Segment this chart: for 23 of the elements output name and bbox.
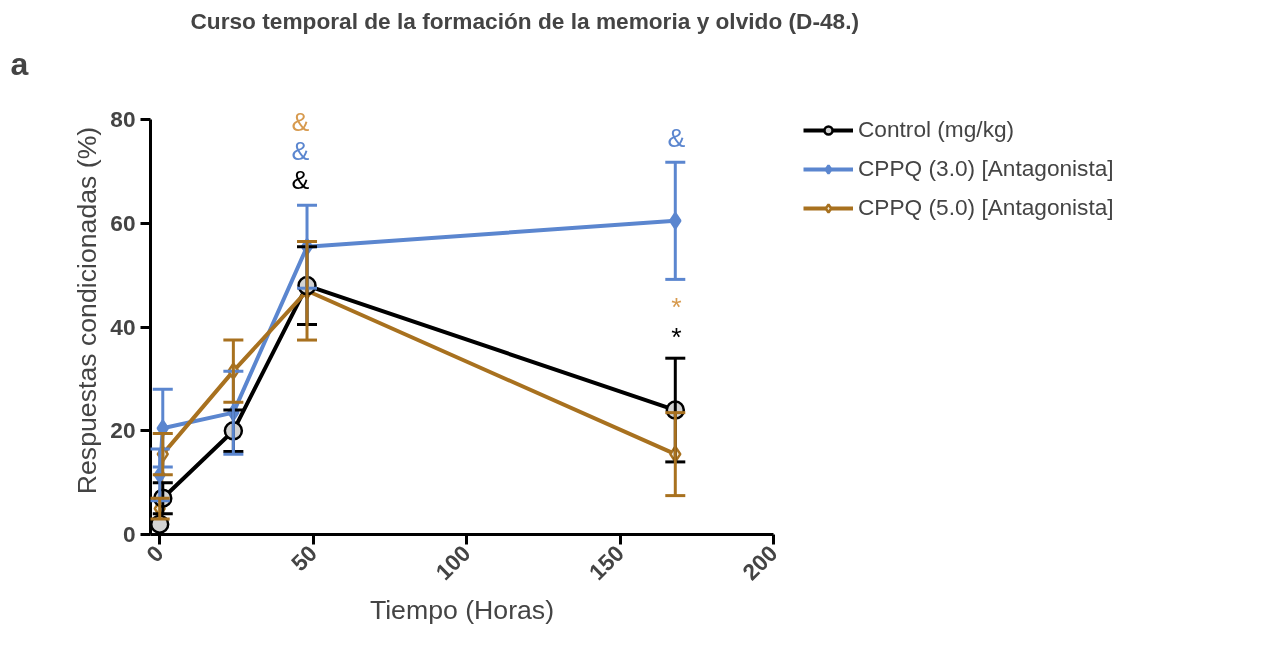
x-tick-label: 200 bbox=[737, 539, 783, 586]
legend-label: Control (mg/kg) bbox=[858, 116, 1015, 143]
annotation: & bbox=[291, 135, 310, 166]
annotation: & bbox=[291, 164, 310, 195]
x-tick-label: 150 bbox=[583, 539, 629, 586]
y-tick-label: 80 bbox=[110, 106, 136, 133]
annotation: * bbox=[671, 291, 682, 322]
text: a bbox=[10, 45, 29, 82]
y-tick-label: 20 bbox=[110, 417, 136, 444]
annotation: & bbox=[667, 122, 686, 153]
legend-label: CPPQ (3.0) [Antagonista] bbox=[858, 155, 1114, 182]
chart-title: Curso temporal de la formación de la memoria y olvido (D-48.) bbox=[190, 7, 860, 34]
y-tick-label: 60 bbox=[110, 209, 136, 236]
annotation: & bbox=[291, 106, 310, 137]
x-axis-title: Tiempo (Horas) bbox=[369, 594, 555, 625]
y-tick-label: 0 bbox=[122, 521, 136, 547]
annotation: * bbox=[671, 321, 682, 352]
x-tick-label: 0 bbox=[141, 539, 169, 568]
y-tick-label: 40 bbox=[110, 313, 136, 340]
x-tick-label: 50 bbox=[285, 539, 322, 577]
x-tick-label: 100 bbox=[430, 539, 476, 586]
y-axis-title: Respuestas condicionadas (%) bbox=[72, 126, 103, 495]
legend-label: CPPQ (5.0) [Antagonista] bbox=[858, 194, 1114, 221]
